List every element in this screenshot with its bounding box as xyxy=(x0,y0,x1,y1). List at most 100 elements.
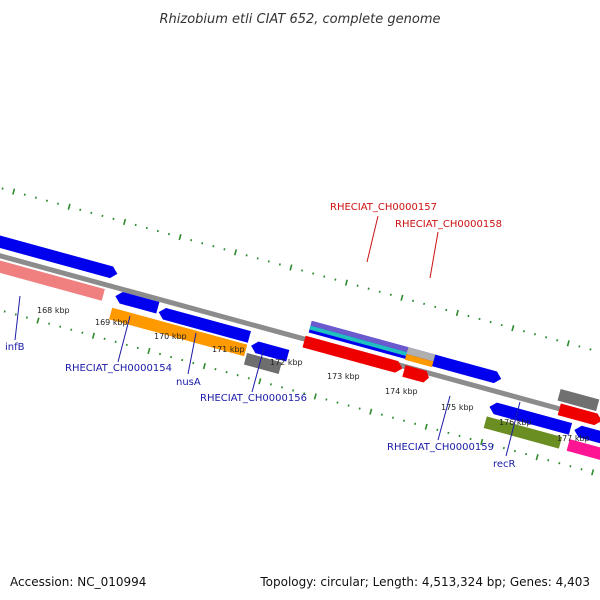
forward-cds-strand xyxy=(0,225,600,412)
outer-tick-mark xyxy=(245,254,248,257)
outer-tick-mark xyxy=(156,229,159,233)
inner-tick-mark xyxy=(280,386,284,389)
outer-tick-mark xyxy=(533,333,537,336)
inner-tick-mark xyxy=(36,317,40,324)
inner-tick-mark xyxy=(491,443,494,447)
inner-tick-mark xyxy=(114,340,117,344)
inner-tick-mark xyxy=(247,377,250,380)
outer-tick-mark xyxy=(212,245,215,248)
inner-tick-mark xyxy=(480,438,484,446)
label-leader-lines xyxy=(14,215,521,457)
outer-tick-mark xyxy=(223,248,226,251)
outer-tick-mark xyxy=(301,269,304,272)
outer-tick-mark xyxy=(367,287,370,290)
kbp-label: 175 kbp xyxy=(441,403,474,412)
inner-tick-mark xyxy=(136,346,139,350)
outer-tick-mark xyxy=(334,278,337,281)
gene-label-recR[interactable]: recR xyxy=(493,459,516,470)
gene-infB-arrow[interactable] xyxy=(0,225,119,280)
outer-tick-mark xyxy=(556,339,559,342)
kbp-label: 177 kbp xyxy=(557,434,590,443)
outer-tick-ring xyxy=(1,187,592,351)
gene-label-rheciat-ch0000158[interactable]: RHECIAT_CH0000158 xyxy=(395,219,502,230)
outer-tick-mark xyxy=(67,203,71,210)
kbp-label: 174 kbp xyxy=(385,387,418,396)
outer-tick-mark xyxy=(478,317,481,321)
inner-tick-mark xyxy=(513,449,516,453)
gene-label-rheciat-ch0000159[interactable]: RHECIAT_CH0000159 xyxy=(387,442,494,453)
inner-tick-mark xyxy=(103,337,106,340)
outer-tick-mark xyxy=(1,187,4,190)
outer-tick-mark xyxy=(411,299,415,303)
cog-orange-block[interactable] xyxy=(109,307,248,357)
outer-tick-mark xyxy=(23,193,26,196)
outer-tick-mark xyxy=(79,208,82,211)
outer-tick-mark xyxy=(256,257,259,260)
inner-tick-mark xyxy=(25,316,28,319)
gene-rheciat-ch0000157-band[interactable] xyxy=(310,320,409,353)
gene-label-rheciat-ch0000154[interactable]: RHECIAT_CH0000154 xyxy=(65,363,172,374)
outer-tick-mark xyxy=(578,345,581,348)
outer-tick-mark xyxy=(278,263,281,266)
outer-tick-mark xyxy=(134,223,137,227)
outer-tick-mark xyxy=(289,264,293,271)
inner-tick-mark xyxy=(369,408,373,415)
inner-tick-mark xyxy=(125,343,128,347)
inner-tick-mark xyxy=(313,393,317,400)
inner-tick-mark xyxy=(424,423,428,430)
outer-tick-mark xyxy=(178,234,182,241)
kbp-label: 173 kbp xyxy=(327,372,360,381)
inner-tick-mark xyxy=(59,325,62,328)
cog-gray-block[interactable] xyxy=(243,352,282,374)
gene-label-nusA[interactable]: nusA xyxy=(176,377,201,388)
inner-tick-mark xyxy=(447,431,450,435)
outer-tick-mark xyxy=(467,314,470,318)
cog-red-arrow[interactable] xyxy=(302,335,405,374)
outer-tick-mark xyxy=(267,260,270,263)
outer-tick-mark xyxy=(56,202,60,205)
outer-tick-mark xyxy=(400,294,404,301)
kbp-label: 170 kbp xyxy=(154,332,187,341)
inner-tick-mark xyxy=(336,401,339,404)
gene-label-rheciat-ch0000157[interactable]: RHECIAT_CH0000157 xyxy=(330,202,437,213)
gene-rheciat-ch0000157-band2 xyxy=(309,325,407,356)
gene-nusA-arrow[interactable] xyxy=(157,306,251,343)
kbp-label: 171 kbp xyxy=(212,345,245,354)
gene-rheciat-ch0000159-arrow[interactable] xyxy=(488,401,573,435)
gene-label-rheciat-ch0000156[interactable]: RHECIAT_CH0000156 xyxy=(200,393,307,404)
outer-tick-mark xyxy=(434,305,437,309)
gene-rheciat-ch0000156-arrow[interactable] xyxy=(250,340,290,362)
cog-red-right-arrow[interactable] xyxy=(557,403,600,427)
inner-tick-mark xyxy=(192,361,195,365)
gene-reverse-arrow-1[interactable] xyxy=(114,290,160,314)
cog-pink-block[interactable] xyxy=(0,249,105,301)
outer-tick-mark xyxy=(312,272,315,275)
inner-tick-mark xyxy=(380,413,383,416)
gene-rheciat-ch0000158-band[interactable] xyxy=(406,347,436,362)
genome-backbone xyxy=(0,236,600,438)
inner-tick-mark xyxy=(502,446,505,450)
kbp-label: 176 kbp xyxy=(499,418,532,427)
inner-tick-mark xyxy=(225,371,228,374)
outer-tick-mark xyxy=(378,290,381,293)
inner-tick-mark xyxy=(347,404,350,407)
outer-tick-mark xyxy=(566,340,570,347)
cog-olive-block[interactable] xyxy=(483,416,563,449)
inner-tick-mark xyxy=(158,352,162,356)
outer-tick-mark xyxy=(167,232,170,236)
gene-recR-arrow[interactable] xyxy=(573,424,600,446)
leader-infB xyxy=(14,295,21,341)
cog-orange-small xyxy=(404,354,434,368)
inner-tick-mark xyxy=(580,468,583,471)
inner-tick-mark xyxy=(403,419,406,422)
outer-tick-mark xyxy=(522,330,525,333)
inner-tick-ring xyxy=(3,310,595,476)
cog-magenta-block[interactable] xyxy=(566,439,600,461)
leader-recR xyxy=(505,401,521,457)
accession-text: Accession: NC_010994 xyxy=(10,575,146,589)
gene-label-infB[interactable]: infB xyxy=(5,342,25,353)
cog-red-small-arrow[interactable] xyxy=(402,365,430,383)
inner-tick-mark xyxy=(81,331,84,334)
outer-tick-mark xyxy=(12,188,16,195)
